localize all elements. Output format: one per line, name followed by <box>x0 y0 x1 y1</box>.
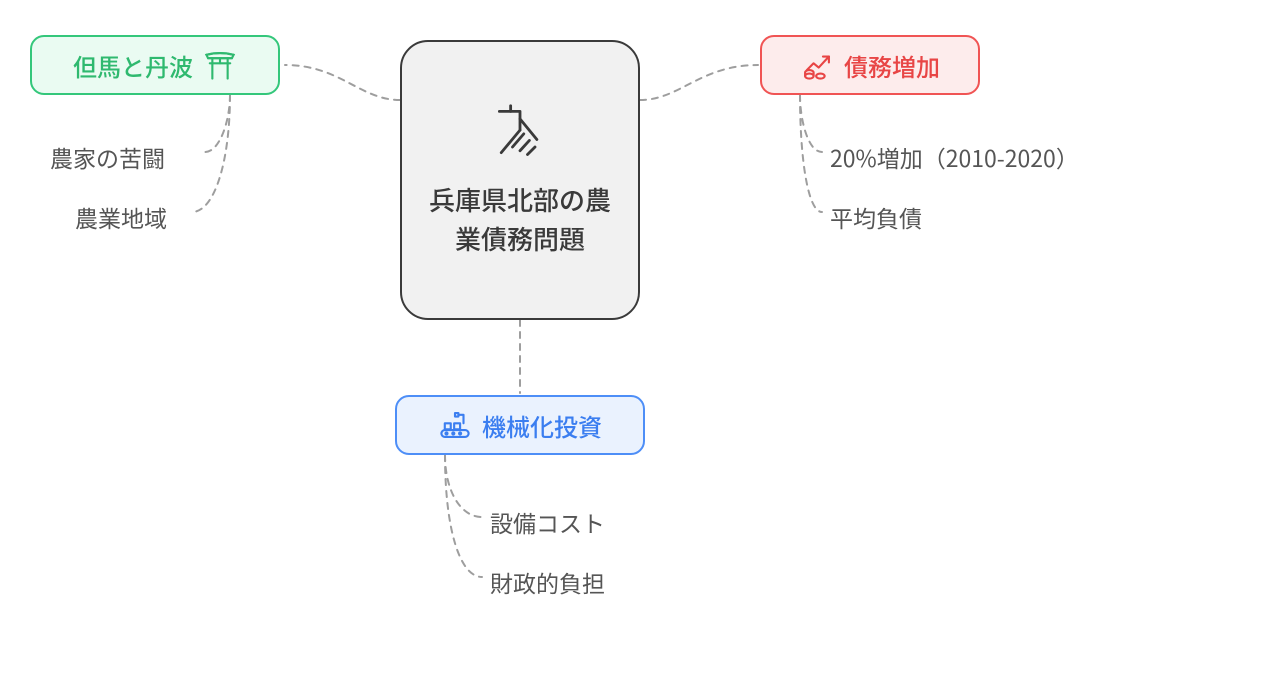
leaf-text: 財政的負担 <box>490 565 605 599</box>
center-title: 兵庫県北部の農業債務問題 <box>422 180 618 258</box>
branch-label: 但馬と丹波 <box>73 48 193 83</box>
branch-label: 債務増加 <box>844 48 940 83</box>
leaf-text: 農業地域 <box>75 200 167 234</box>
leaf-text: 設備コスト <box>490 505 605 539</box>
leaf-text: 20%増加（2010-2020） <box>830 140 1079 174</box>
chart-up-icon <box>800 48 834 82</box>
branch-label: 機械化投資 <box>482 408 602 443</box>
connector-layer <box>0 0 1280 673</box>
torii-icon <box>203 48 237 82</box>
center-node: 兵庫県北部の農業債務問題 <box>400 40 640 320</box>
branch-debt: 債務増加 <box>760 35 980 95</box>
branch-tajima: 但馬と丹波 <box>30 35 280 95</box>
leaf-text: 農家の苦闘 <box>50 140 165 174</box>
leaf-text: 平均負債 <box>830 200 922 234</box>
branch-mech: 機械化投資 <box>395 395 645 455</box>
plow-icon <box>490 102 550 162</box>
mindmap-diagram: 兵庫県北部の農業債務問題 但馬と丹波農家の苦闘農業地域 債務増加 20%増加（201… <box>0 0 1280 673</box>
conveyor-icon <box>438 408 472 442</box>
